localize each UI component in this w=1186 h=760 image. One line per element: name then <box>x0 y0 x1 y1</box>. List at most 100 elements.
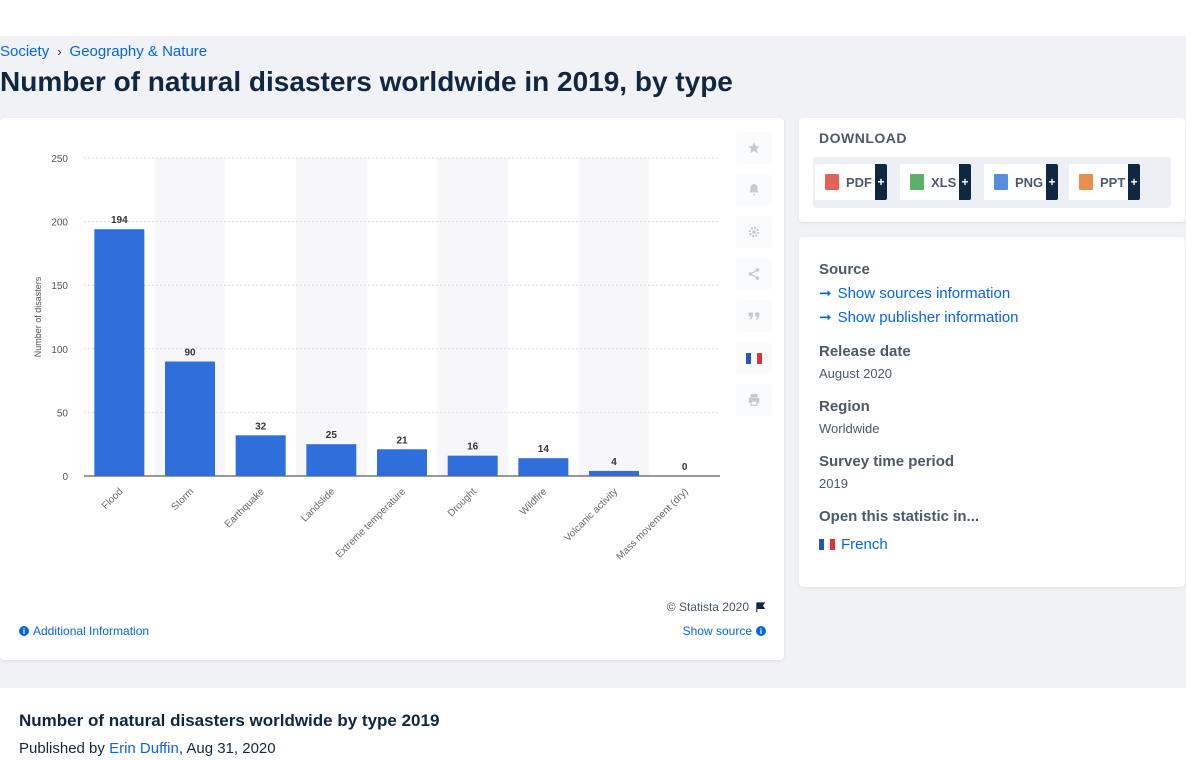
download-ppt-button[interactable]: PPT + <box>1069 164 1140 200</box>
page-title: Number of natural disasters worldwide in… <box>0 66 733 97</box>
publication-card: Number of natural disasters worldwide by… <box>0 688 1186 760</box>
source-label: Source <box>819 261 870 278</box>
y-tick-label: 200 <box>51 218 68 229</box>
breadcrumb: Society › Geography & Nature <box>0 43 207 60</box>
data-label: 0 <box>682 462 688 473</box>
open-french-label: French <box>841 536 888 553</box>
breadcrumb-society[interactable]: Society <box>0 43 50 60</box>
publication-title: Number of natural disasters worldwide by… <box>19 711 440 730</box>
region-value: Worldwide <box>819 421 880 436</box>
statistic-info-card: Source ➞ Show sources information ➞ Show… <box>799 237 1185 587</box>
download-xls-label: XLS <box>931 174 957 190</box>
plus-icon[interactable]: + <box>1046 164 1058 200</box>
breadcrumb-geography[interactable]: Geography & Nature <box>69 43 208 60</box>
show-sources-link[interactable]: ➞ Show sources information <box>819 284 1011 303</box>
ppt-file-icon <box>1079 174 1093 190</box>
data-label: 21 <box>396 435 408 446</box>
x-tick-label: Landslide <box>299 486 337 524</box>
print-icon[interactable] <box>736 384 772 416</box>
download-png-label: PNG <box>1015 174 1044 190</box>
chart-tools <box>736 132 772 426</box>
bar <box>165 361 215 476</box>
gear-icon[interactable] <box>736 216 772 248</box>
y-tick-label: 50 <box>57 408 69 419</box>
additional-information-label: Additional Information <box>33 624 150 638</box>
pdf-file-icon <box>825 174 839 190</box>
info-icon: i <box>19 626 29 636</box>
flag-icon[interactable] <box>736 342 772 374</box>
x-tick-label: Drought <box>446 486 479 519</box>
french-flag-icon <box>746 352 762 364</box>
y-axis-label: Number of disasters <box>33 276 43 357</box>
x-tick-label: Mass movement (dry) <box>615 486 691 562</box>
arrow-right-icon: ➞ <box>819 309 832 326</box>
download-png-button[interactable]: PNG + <box>984 164 1058 200</box>
x-tick-label: Wildfire <box>518 486 550 518</box>
release-date-value: August 2020 <box>819 366 893 381</box>
top-bar <box>0 0 1186 36</box>
share-icon[interactable] <box>736 258 772 290</box>
plus-icon[interactable]: + <box>875 164 887 200</box>
copyright-text: © Statista 2020 <box>666 600 749 614</box>
open-french-link[interactable]: French <box>819 536 888 553</box>
info-icon: i <box>756 626 766 636</box>
bar <box>447 455 498 476</box>
x-tick-label: Extreme temperature <box>334 486 409 561</box>
x-tick-label: Volcanic activity <box>562 486 620 544</box>
show-publisher-label: Show publisher information <box>837 308 1019 326</box>
copyright: © Statista 2020 <box>667 600 766 614</box>
show-sources-label: Show sources information <box>837 284 1011 302</box>
column-band <box>437 158 508 476</box>
chevron-right-icon: › <box>57 44 62 59</box>
download-pdf-button[interactable]: PDF + <box>815 164 887 200</box>
x-tick-label: Earthquake <box>223 486 267 530</box>
region-label: Region <box>819 398 870 415</box>
data-label: 194 <box>111 215 128 226</box>
survey-period-label: Survey time period <box>819 453 955 470</box>
y-tick-label: 250 <box>51 154 68 165</box>
x-tick-label: Storm <box>169 486 196 513</box>
plus-icon[interactable]: + <box>1128 164 1140 200</box>
download-buttons: PDF + XLS + PNG + PPT + <box>813 157 1171 208</box>
bar <box>94 229 145 476</box>
open-in-label: Open this statistic in... <box>819 508 980 525</box>
download-card: DOWNLOAD PDF + XLS + PNG + PPT + <box>799 118 1185 222</box>
star-icon[interactable] <box>736 132 772 164</box>
additional-information-link[interactable]: i Additional Information <box>19 624 149 638</box>
download-xls-button[interactable]: XLS + <box>900 164 971 200</box>
png-file-icon <box>994 174 1008 190</box>
data-label: 16 <box>467 442 479 453</box>
download-ppt-label: PPT <box>1100 174 1126 190</box>
chart-card: 0 50 100 150 200 250 Number of disasters 194 Flo… <box>0 118 784 660</box>
column-band <box>578 158 650 476</box>
data-label: 14 <box>538 444 550 455</box>
bar <box>235 435 286 476</box>
column-band <box>296 158 367 476</box>
french-flag-icon <box>819 539 835 550</box>
bell-icon[interactable] <box>736 174 772 206</box>
xls-file-icon <box>910 174 924 190</box>
download-title: DOWNLOAD <box>819 130 907 146</box>
publication-date: , Aug 31, 2020 <box>178 740 276 757</box>
survey-period-value: 2019 <box>819 476 848 491</box>
flag-report-icon[interactable] <box>755 601 766 613</box>
data-label: 4 <box>611 457 617 468</box>
data-label: 90 <box>184 348 196 359</box>
x-tick-label: Flood <box>100 486 125 511</box>
release-date-label: Release date <box>819 343 911 360</box>
bar <box>589 470 639 476</box>
arrow-right-icon: ➞ <box>819 285 832 302</box>
author-link[interactable]: Erin Duffin <box>109 740 179 757</box>
show-source-label: Show source <box>682 624 752 638</box>
quote-icon[interactable] <box>736 300 772 332</box>
bar <box>306 444 357 476</box>
data-label: 32 <box>255 421 267 432</box>
show-source-link[interactable]: Show source i <box>683 624 766 638</box>
show-publisher-link[interactable]: ➞ Show publisher information <box>819 308 1019 327</box>
bar <box>377 449 427 476</box>
bar <box>518 458 569 476</box>
published-by-label: Published by <box>19 740 105 757</box>
plus-icon[interactable]: + <box>959 164 971 200</box>
download-pdf-label: PDF <box>846 174 872 190</box>
